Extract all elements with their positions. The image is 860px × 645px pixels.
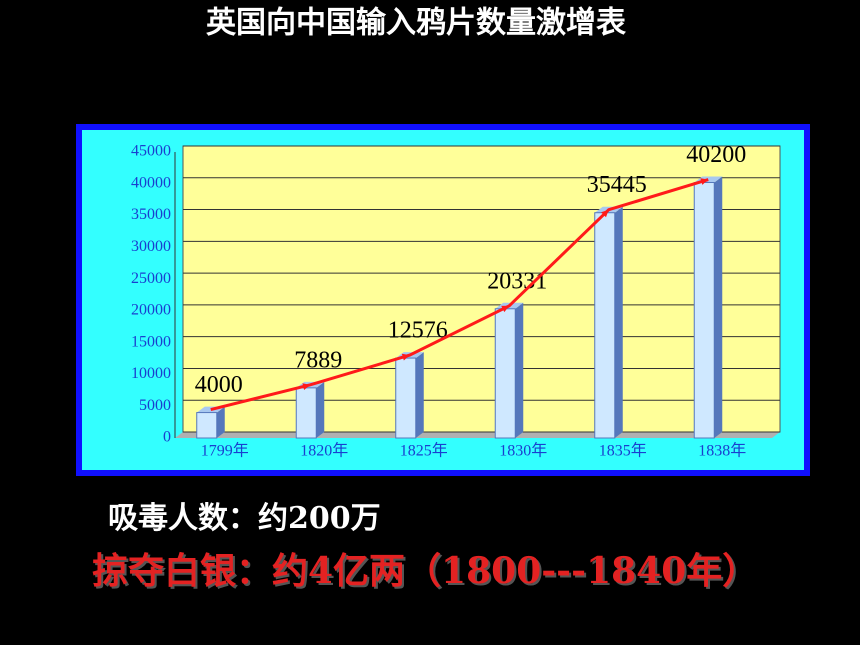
annotation: 吸毒人数：约200万	[108, 501, 381, 536]
x-tick-label: 1825年	[400, 442, 448, 460]
bar-side	[316, 381, 325, 438]
y-tick-label: 35000	[131, 206, 171, 223]
data-label: 7889	[294, 347, 342, 373]
y-tick-label: 20000	[131, 302, 171, 319]
data-label: 35445	[587, 172, 647, 198]
arrow-head	[501, 305, 510, 313]
data-label: 20331	[487, 268, 547, 294]
arrow-head	[700, 178, 709, 185]
plot-wall	[182, 145, 781, 433]
trend-line	[210, 178, 709, 412]
y-tick-label: 40000	[131, 174, 171, 191]
arrow-head	[401, 353, 410, 361]
x-tick-label: 1799年	[201, 442, 249, 460]
y-tick-label: 25000	[131, 270, 171, 287]
x-tick-label: 1835年	[599, 442, 647, 460]
bar-side	[216, 406, 225, 438]
y-tick-label: 5000	[139, 397, 171, 414]
bar-side	[614, 206, 623, 438]
bar-side	[714, 176, 723, 439]
data-label: 12576	[388, 318, 448, 344]
data-label: 4000	[195, 372, 243, 398]
data-label: 40200	[686, 142, 746, 168]
bar	[395, 357, 417, 439]
bar	[196, 412, 218, 439]
bar	[295, 387, 317, 439]
floor	[175, 432, 780, 438]
x-tick-label: 1830年	[499, 442, 547, 460]
bar	[594, 212, 616, 439]
bar-side	[415, 352, 424, 438]
bar	[693, 182, 715, 439]
x-tick-label: 1838年	[698, 442, 746, 460]
arrow-head	[601, 209, 609, 218]
annotation: 掠夺白银：约4亿两（1800---1840年）	[92, 550, 758, 592]
bar-side	[515, 302, 524, 438]
y-tick-label: 45000	[131, 143, 171, 160]
y-tick-label: 15000	[131, 333, 171, 350]
y-tick-label: 0	[163, 429, 171, 446]
y-tick-label: 30000	[131, 238, 171, 255]
chart-title: 英国向中国输入鸦片数量激增表	[206, 6, 626, 41]
bar	[494, 308, 516, 439]
arrow-head	[302, 383, 311, 390]
y-tick-label: 10000	[131, 365, 171, 382]
x-tick-label: 1820年	[300, 442, 348, 460]
